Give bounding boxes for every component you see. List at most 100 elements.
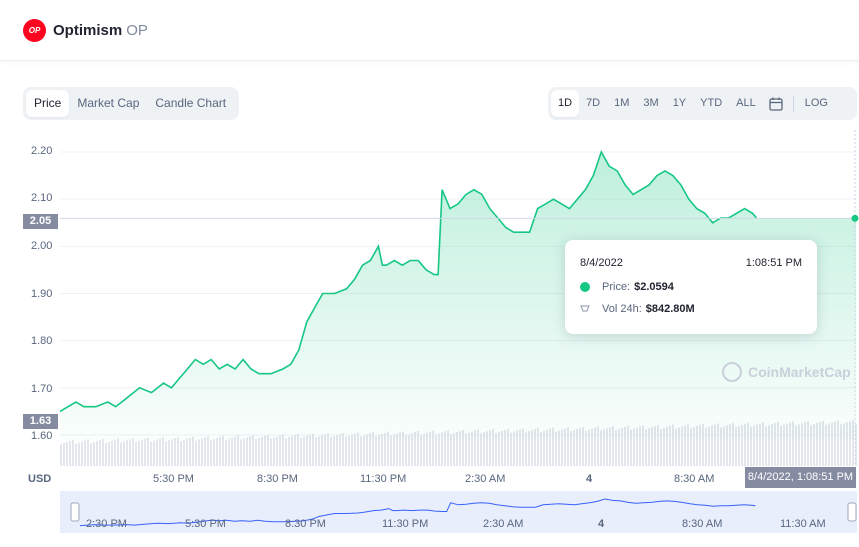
y-tick-label: 1.80 (31, 335, 53, 347)
volume-bar (825, 424, 827, 466)
volume-bar (753, 425, 755, 466)
volume-bar (678, 427, 680, 466)
volume-bar (606, 428, 608, 466)
volume-bar (426, 432, 428, 466)
volume-bar (789, 422, 791, 466)
volume-bar (432, 430, 434, 466)
log-scale-toggle[interactable]: LOG (804, 97, 828, 109)
volume-bar (531, 430, 533, 466)
volume-bar (621, 427, 623, 466)
volume-bar (816, 423, 818, 466)
low-price-badge: 1.63 (23, 414, 58, 429)
volume-bar (171, 439, 173, 466)
volume-bar (636, 427, 638, 466)
range-ytd[interactable]: YTD (700, 97, 723, 109)
tab-candle-chart[interactable]: Candle Chart (155, 96, 227, 110)
volume-bar (705, 427, 707, 466)
volume-bar (561, 429, 563, 466)
volume-bar (522, 428, 524, 466)
calendar-icon[interactable] (769, 97, 783, 111)
volume-bar (516, 430, 518, 466)
volume-bar (366, 434, 368, 466)
volume-bar (354, 433, 356, 466)
volume-bar (111, 440, 113, 466)
volume-bar (528, 431, 530, 466)
navigator-window (60, 491, 857, 533)
volume-bar (450, 434, 452, 466)
volume-bar (462, 429, 464, 466)
volume-bar (756, 424, 758, 466)
volume-bar (468, 432, 470, 466)
volume-bar (291, 436, 293, 466)
volume-bar (663, 427, 665, 466)
volume-bar (747, 422, 749, 466)
volume-bar (654, 426, 656, 466)
price-chart[interactable] (0, 120, 859, 547)
navigator-label: 8:30 AM (682, 518, 723, 530)
volume-bar (813, 424, 815, 466)
range-1y[interactable]: 1Y (672, 97, 687, 109)
volume-bar (144, 438, 146, 466)
volume-bar (567, 427, 569, 466)
volume-bar (702, 423, 704, 466)
volume-bar (78, 442, 80, 466)
volume-bar (414, 432, 416, 466)
volume-bar (762, 422, 764, 466)
volume-bar (321, 435, 323, 466)
volume-bar (759, 423, 761, 466)
volume-bar (579, 427, 581, 466)
volume-bar (594, 427, 596, 466)
volume-bar (387, 431, 389, 466)
volume-bar (672, 424, 674, 466)
coinmarketcap-logo-icon (722, 362, 742, 382)
range-1m[interactable]: 1M (614, 97, 630, 109)
volume-bar (300, 437, 302, 466)
volume-bar (69, 440, 71, 466)
volume-bar (417, 431, 419, 466)
range-7d[interactable]: 7D (586, 97, 601, 109)
range-1d[interactable]: 1D (551, 90, 580, 117)
tab-price[interactable]: Price (26, 90, 70, 117)
volume-bar (384, 432, 386, 466)
volume-bar (708, 426, 710, 466)
volume-bar (675, 428, 677, 466)
volume-bar (726, 425, 728, 466)
volume-bar (666, 426, 668, 466)
volume-bar (306, 435, 308, 466)
range-3m[interactable]: 3M (643, 97, 659, 109)
tab-market-cap[interactable]: Market Cap (77, 96, 140, 110)
volume-bar (72, 439, 74, 466)
volume-bar (750, 426, 752, 466)
volume-bar (459, 430, 461, 466)
volume-bar (723, 426, 725, 466)
volume-bar (372, 432, 374, 466)
volume-bar (603, 429, 605, 466)
volume-bar (351, 434, 353, 466)
volume-bar (123, 441, 125, 466)
volume-bar (852, 420, 854, 466)
volume-bar (222, 435, 224, 466)
volume-bar (714, 424, 716, 466)
volume-bar (183, 439, 185, 466)
volume-bar (492, 429, 494, 466)
volume-bar (363, 435, 365, 466)
coinmarketcap-watermark: CoinMarketCap (722, 362, 851, 382)
volume-bar (783, 424, 785, 466)
volume-bar (126, 440, 128, 466)
volume-bar (261, 436, 263, 466)
range-all[interactable]: ALL (736, 97, 756, 109)
volume-bar (525, 432, 527, 466)
chart-type-tabs: Price Market Cap Candle Chart (23, 87, 239, 120)
volume-bar (642, 425, 644, 466)
volume-bar (471, 431, 473, 466)
volume-bar (147, 437, 149, 466)
volume-bar (732, 423, 734, 466)
volume-bar (162, 437, 164, 466)
navigator-label: 11:30 PM (382, 518, 429, 530)
navigator-handle-right (847, 502, 857, 522)
volume-bar (837, 420, 839, 466)
volume-bar (90, 443, 92, 466)
volume-bar (213, 439, 215, 466)
x-tick-label: 8:30 AM (674, 473, 715, 485)
tooltip-volume-row: Vol 24h: $842.80M (580, 303, 695, 315)
